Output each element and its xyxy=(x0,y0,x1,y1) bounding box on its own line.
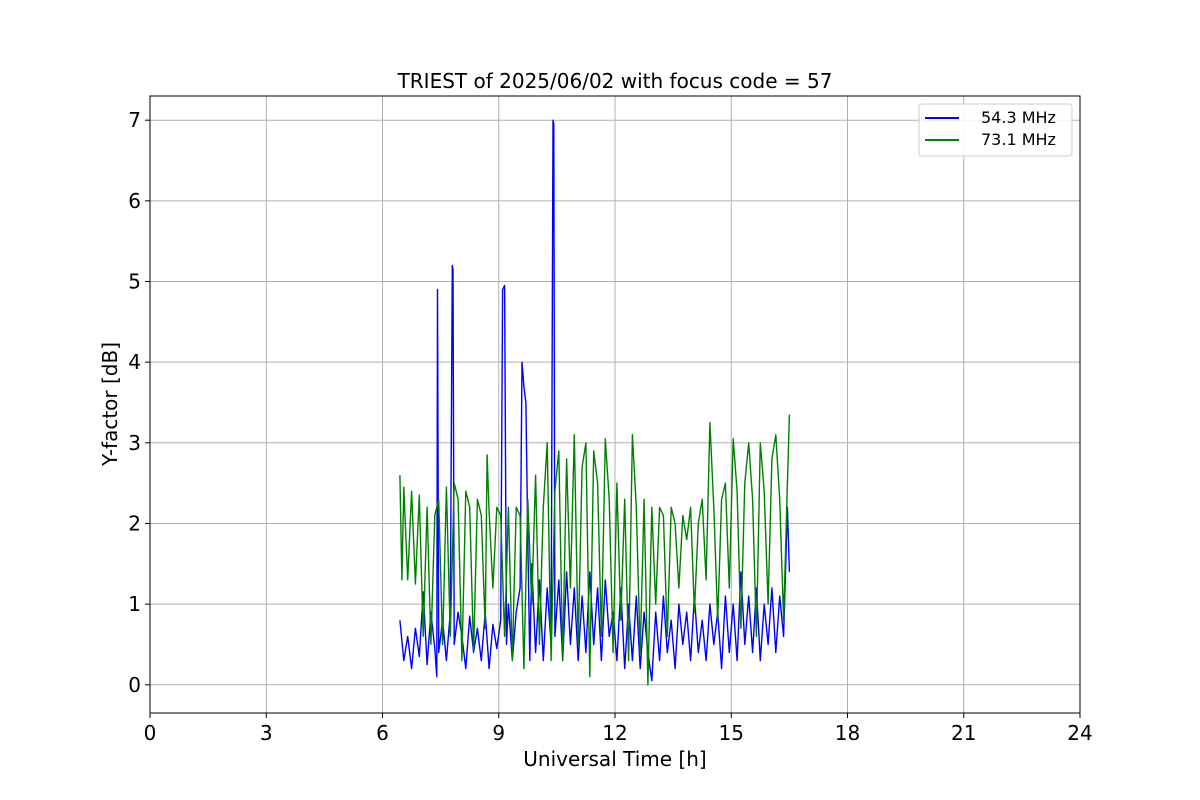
x-axis-label: Universal Time [h] xyxy=(523,747,706,771)
x-tick-label: 12 xyxy=(602,721,627,745)
x-tick-label: 24 xyxy=(1067,721,1092,745)
series-line-0 xyxy=(399,119,791,682)
y-tick-label: 2 xyxy=(128,511,141,535)
x-tick-label: 9 xyxy=(492,721,505,745)
y-tick-label: 6 xyxy=(128,189,141,213)
y-tick-label: 7 xyxy=(128,108,141,132)
x-tick-label: 21 xyxy=(951,721,976,745)
y-tick-label: 1 xyxy=(128,592,141,616)
legend-label-1: 73.1 MHz xyxy=(981,130,1056,149)
legend-label-0: 54.3 MHz xyxy=(981,108,1056,127)
y-tick-label: 3 xyxy=(128,431,141,455)
series-layer xyxy=(399,119,791,686)
x-tick-label: 0 xyxy=(144,721,157,745)
y-axis-label: Y-factor [dB] xyxy=(98,342,122,467)
x-tick-label: 18 xyxy=(835,721,860,745)
y-tick-label: 0 xyxy=(128,673,141,697)
series-line-1 xyxy=(399,414,791,686)
x-tick-label: 15 xyxy=(719,721,744,745)
chart-title: TRIEST of 2025/06/02 with focus code = 5… xyxy=(397,69,833,93)
x-tick-label: 3 xyxy=(260,721,273,745)
y-tick-label: 4 xyxy=(128,350,141,374)
y-tick-label: 5 xyxy=(128,270,141,294)
legend: 54.3 MHz 73.1 MHz xyxy=(918,103,1073,157)
x-tick-label: 6 xyxy=(376,721,389,745)
